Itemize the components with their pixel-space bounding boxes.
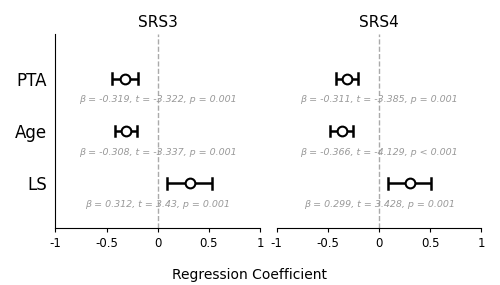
Text: β = -0.311, t = -3.385, p = 0.001: β = -0.311, t = -3.385, p = 0.001 [300,95,458,104]
Text: β = 0.312, t = 3.43, p = 0.001: β = 0.312, t = 3.43, p = 0.001 [86,200,230,209]
Text: β = -0.308, t = -3.337, p = 0.001: β = -0.308, t = -3.337, p = 0.001 [79,148,236,157]
Text: Regression Coefficient: Regression Coefficient [172,268,328,282]
Text: β = -0.366, t = -4.129, p < 0.001: β = -0.366, t = -4.129, p < 0.001 [300,148,458,157]
Title: SRS3: SRS3 [138,15,177,30]
Text: β = -0.319, t = -3.322, p = 0.001: β = -0.319, t = -3.322, p = 0.001 [79,95,236,104]
Title: SRS4: SRS4 [359,15,399,30]
Text: β = 0.299, t = 3.428, p = 0.001: β = 0.299, t = 3.428, p = 0.001 [304,200,454,209]
